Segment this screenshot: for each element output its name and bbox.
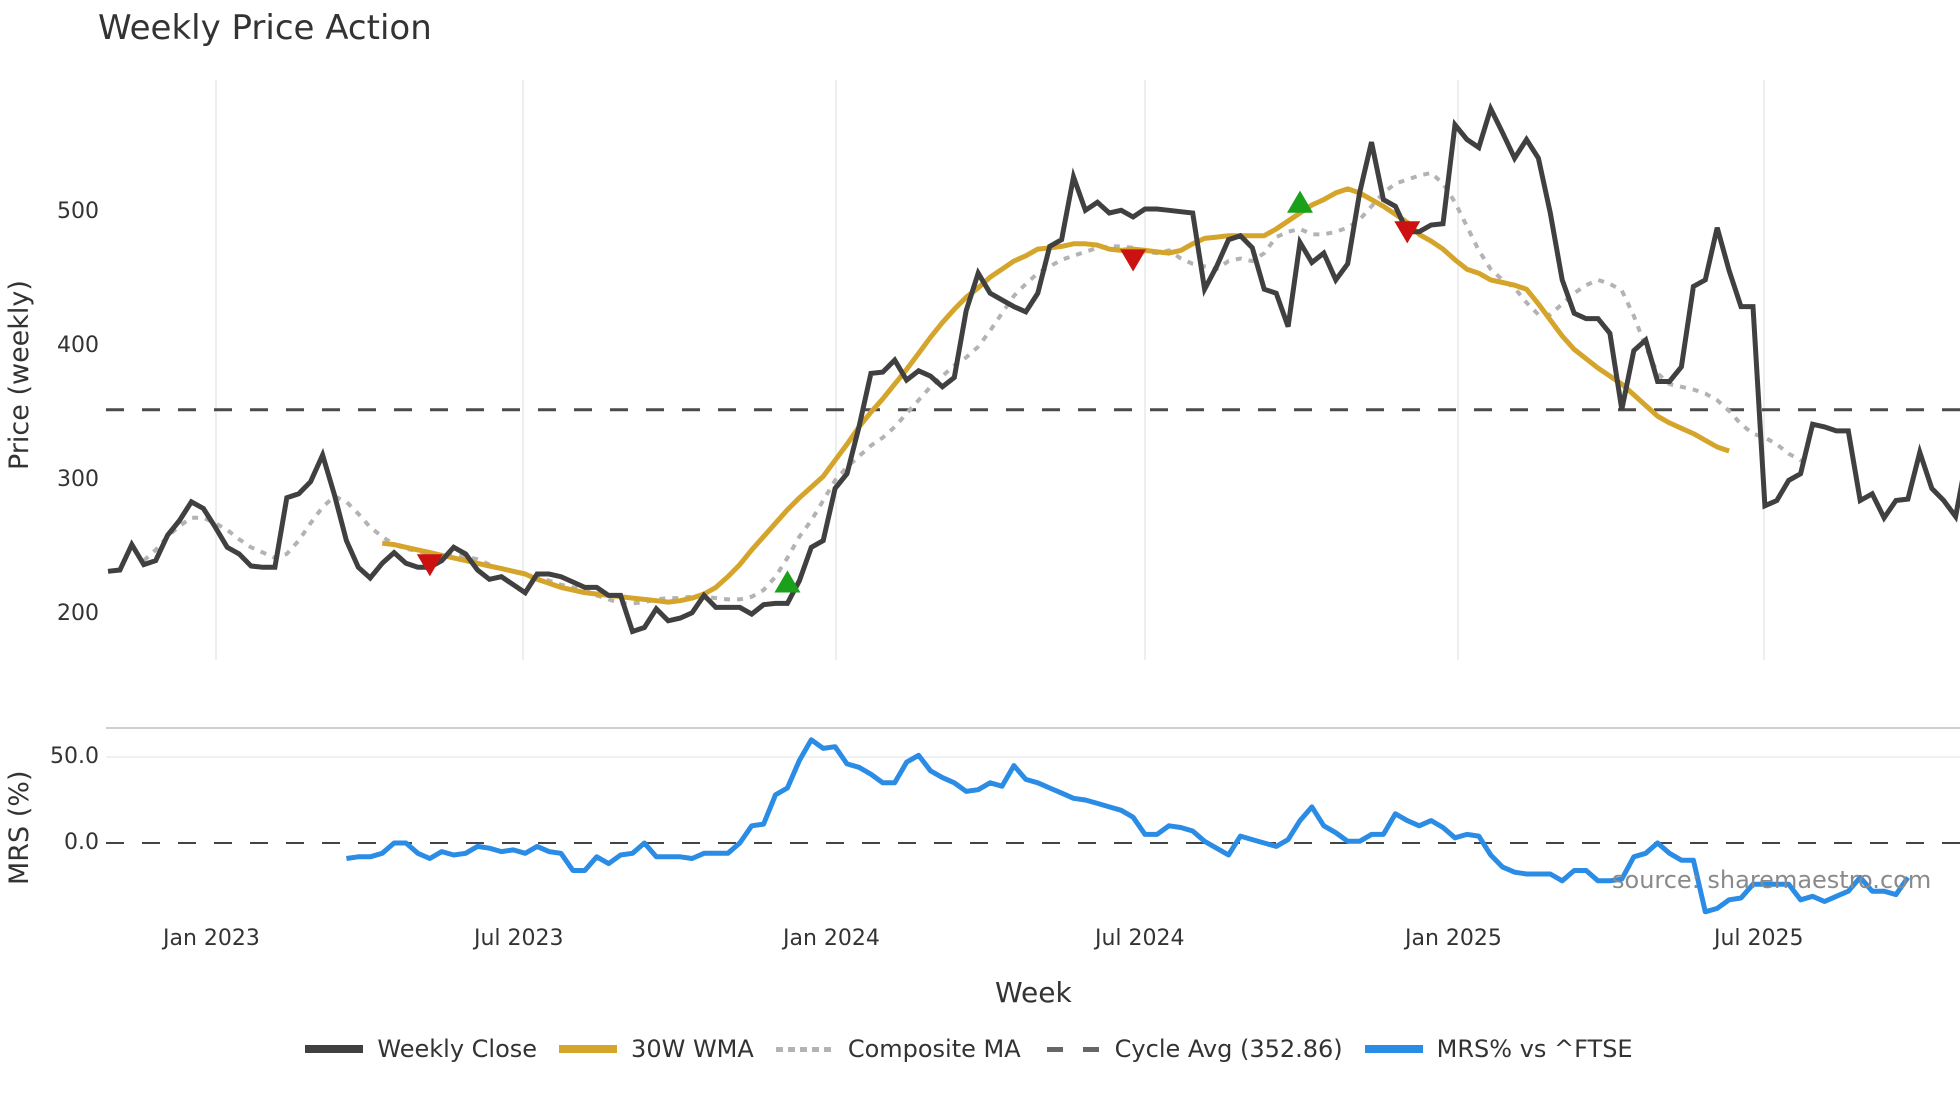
price-tick-500: 500: [57, 199, 99, 224]
sell-signal-triangle-down-icon: [1120, 249, 1147, 272]
legend: Weekly Close 30W WMA Composite MA Cycle …: [0, 1035, 1960, 1063]
legend-item-weekly-close[interactable]: Weekly Close: [305, 1035, 537, 1063]
source-watermark: source: sharemaestro.com: [1612, 866, 1932, 894]
price-axis-title: Price (weekly): [4, 280, 35, 470]
legend-item-wma[interactable]: 30W WMA: [559, 1035, 754, 1063]
legend-item-cycle-avg[interactable]: Cycle Avg (352.86): [1042, 1035, 1343, 1063]
price-tick-200: 200: [57, 601, 99, 626]
weekly-close-swatch-icon: [305, 1045, 364, 1053]
mrs-tick-50: 50.0: [50, 744, 99, 769]
x-tick-jul-2025: Jul 2025: [1714, 926, 1804, 951]
sell-signal-triangle-down-icon: [1394, 221, 1421, 244]
mrs-line: [346, 737, 1910, 915]
legend-label: 30W WMA: [631, 1035, 754, 1063]
x-tick-jan-2024: Jan 2024: [783, 926, 880, 951]
price-gridlines: [215, 80, 1765, 660]
legend-item-mrs[interactable]: MRS% vs ^FTSE: [1364, 1035, 1633, 1063]
wma-swatch-icon: [559, 1045, 618, 1053]
price-tick-400: 400: [57, 333, 99, 358]
buy-signal-triangle-up-icon: [774, 570, 801, 593]
chart-title: Weekly Price Action: [98, 8, 432, 48]
price-tick-300: 300: [57, 467, 99, 492]
x-axis-title: Week: [995, 976, 1072, 1009]
x-tick-jan-2023: Jan 2023: [163, 926, 260, 951]
legend-label: Cycle Avg (352.86): [1114, 1035, 1343, 1063]
buy-signal-triangle-up-icon: [1287, 190, 1313, 213]
sell-signal-triangle-down-icon: [416, 554, 443, 577]
legend-label: Weekly Close: [377, 1035, 538, 1063]
legend-label: MRS% vs ^FTSE: [1436, 1035, 1633, 1063]
mrs-tick-0: 0.0: [64, 830, 99, 855]
signal-markers: [416, 190, 1421, 593]
x-tick-jul-2024: Jul 2024: [1095, 926, 1185, 951]
wma-30w-line: [381, 186, 1730, 605]
mrs-swatch-icon: [1364, 1045, 1423, 1053]
composite-ma-swatch-icon: [775, 1046, 834, 1052]
legend-label: Composite MA: [847, 1035, 1021, 1063]
x-tick-jan-2025: Jan 2025: [1405, 926, 1502, 951]
legend-item-composite-ma[interactable]: Composite MA: [775, 1035, 1021, 1063]
mrs-axis-title: MRS (%): [4, 770, 35, 886]
x-tick-jul-2023: Jul 2023: [474, 926, 564, 951]
weekly-close-line: [107, 101, 1960, 635]
composite-ma-line: [142, 170, 1813, 606]
cycle-avg-swatch-icon: [1042, 1046, 1101, 1052]
